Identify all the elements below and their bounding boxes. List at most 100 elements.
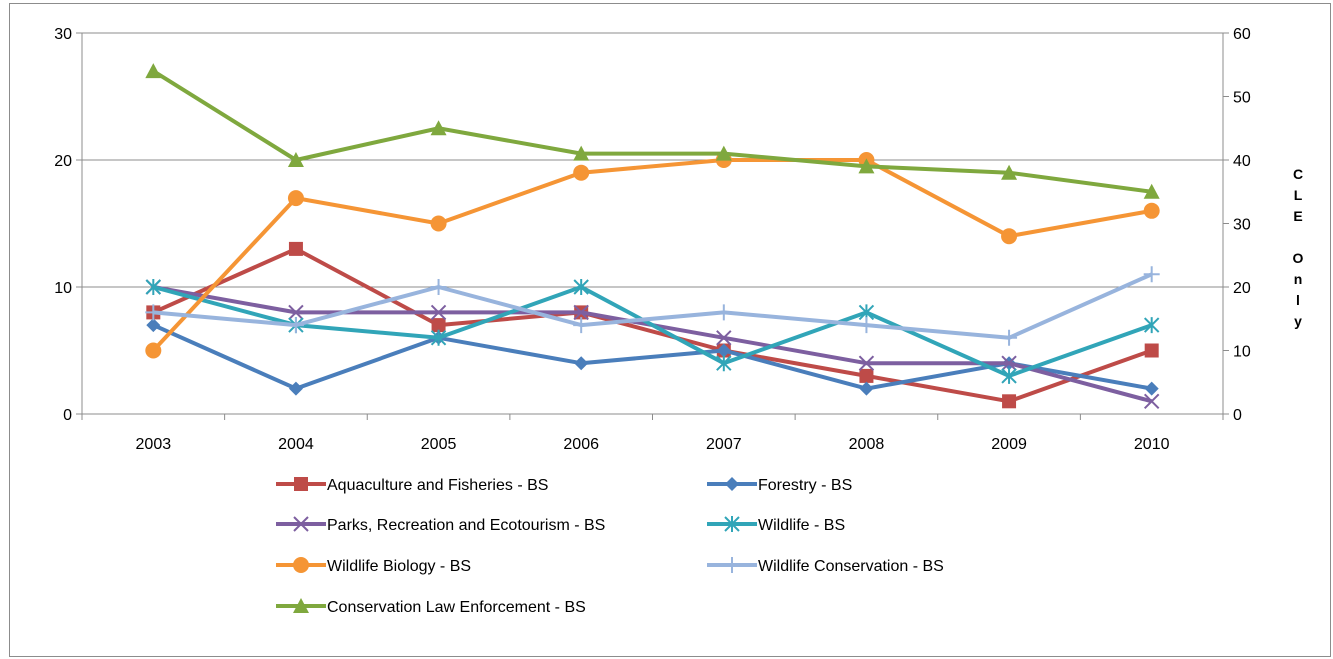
y-right-tick-label: 60	[1233, 26, 1251, 43]
y-left-tick-label: 10	[54, 280, 72, 297]
legend-marker	[293, 557, 309, 573]
data-point	[1001, 228, 1018, 245]
data-point	[1143, 183, 1160, 199]
data-point	[145, 304, 162, 321]
series-6	[145, 63, 1160, 199]
data-point	[716, 355, 732, 372]
y-right-tick-label: 0	[1233, 407, 1242, 424]
data-point	[145, 279, 162, 295]
legend-marker	[725, 477, 739, 491]
data-point	[573, 304, 589, 321]
data-point	[1001, 329, 1018, 346]
series-line	[152, 246, 1153, 404]
data-point	[145, 63, 162, 79]
data-point	[859, 368, 874, 383]
legend-label: Aquaculture and Fisheries - BS	[327, 477, 548, 494]
data-point	[288, 241, 303, 256]
x-tick-label: 2006	[563, 436, 599, 453]
series-line	[152, 69, 1152, 194]
series-line	[151, 158, 1153, 352]
data-point	[431, 318, 446, 333]
legend-label: Forestry - BS	[758, 477, 852, 494]
data-point	[430, 215, 447, 232]
legend-entry: Parks, Recreation and Ecotourism - BS	[276, 516, 605, 534]
legend-marker	[293, 598, 309, 613]
y-right-tick-label: 10	[1233, 344, 1251, 361]
y-left-tick-label: 0	[63, 407, 72, 424]
legend-marker	[724, 516, 740, 532]
chart-frame: 0 10 20 30 0 10 20 30 40 50 60 2003 2004 2005 2006 2007…	[9, 3, 1331, 657]
data-point	[716, 330, 732, 346]
legend-entry: Forestry - BS	[707, 477, 852, 494]
legend-entry: Conservation Law Enforcement - BS	[276, 598, 586, 616]
data-point	[859, 381, 874, 396]
y-right-tick-label: 30	[1233, 217, 1251, 234]
data-point	[146, 318, 161, 333]
data-point	[287, 152, 304, 167]
data-point	[145, 342, 162, 359]
data-point	[715, 304, 732, 321]
legend-marker	[724, 557, 740, 573]
data-point	[858, 158, 875, 174]
x-tick-label: 2007	[706, 436, 742, 453]
data-point	[430, 329, 447, 346]
data-point	[1143, 393, 1160, 410]
legend-entry: Wildlife Biology - BS	[276, 557, 471, 575]
legend-entry: Aquaculture and Fisheries - BS	[276, 477, 548, 494]
legend: Aquaculture and Fisheries - BS Forestry -…	[276, 477, 944, 616]
legend-entry: Wildlife - BS	[707, 516, 845, 534]
x-tick-label: 2003	[136, 436, 172, 453]
data-point	[430, 304, 447, 321]
data-point	[1143, 202, 1160, 219]
legend-label: Wildlife - BS	[758, 517, 845, 534]
data-point	[574, 356, 589, 371]
data-point	[287, 317, 304, 334]
line-chart: 0 10 20 30 0 10 20 30 40 50 60 2003 2004 2005 2006 2007…	[54, 26, 1303, 616]
data-point	[430, 120, 447, 136]
data-point	[430, 279, 447, 295]
data-point	[858, 355, 875, 371]
y-right-tick-label: 40	[1233, 153, 1251, 170]
data-point	[573, 279, 589, 295]
series-layer	[145, 63, 1160, 410]
legend-entry: Wildlife Conservation - BS	[707, 557, 944, 575]
data-point	[1001, 355, 1017, 371]
x-tick-label: 2005	[421, 436, 457, 453]
data-point	[573, 164, 590, 181]
data-point	[1002, 394, 1017, 409]
data-point	[1001, 367, 1017, 384]
legend-label: Conservation Law Enforcement - BS	[327, 599, 586, 616]
data-point	[573, 317, 590, 334]
legend-marker	[293, 516, 309, 532]
y-right-tick-label: 50	[1233, 90, 1251, 107]
legend-label: Wildlife Biology - BS	[327, 558, 471, 575]
data-point	[716, 343, 731, 358]
legend-marker	[294, 477, 308, 491]
data-point	[287, 190, 304, 207]
data-point	[288, 381, 303, 396]
data-point	[1143, 317, 1160, 334]
series-3	[145, 279, 1160, 384]
axis-layer: 0 10 20 30 0 10 20 30 40 50 60 2003 2004 2005 2006 2007…	[54, 26, 1303, 453]
x-tick-label: 2009	[991, 436, 1027, 453]
data-point	[1143, 266, 1160, 283]
x-tick-label: 2008	[849, 436, 885, 453]
x-tick-label: 2004	[278, 436, 314, 453]
y-left-tick-label: 30	[54, 26, 72, 43]
data-point	[1144, 381, 1159, 396]
legend-label: Wildlife Conservation - BS	[758, 558, 944, 575]
series-line	[152, 285, 1153, 378]
data-point	[573, 145, 590, 161]
y-left-tick-label: 20	[54, 153, 72, 170]
data-point	[1144, 343, 1159, 358]
grid-layer	[82, 32, 1223, 288]
data-point	[288, 304, 304, 321]
x-tick-label: 2010	[1134, 436, 1170, 453]
data-point	[1001, 164, 1018, 180]
series-5	[145, 266, 1160, 346]
y-right-tick-label: 20	[1233, 280, 1251, 297]
series-line	[153, 272, 1153, 340]
data-point	[715, 145, 732, 161]
legend-label: Parks, Recreation and Ecotourism - BS	[327, 517, 605, 534]
